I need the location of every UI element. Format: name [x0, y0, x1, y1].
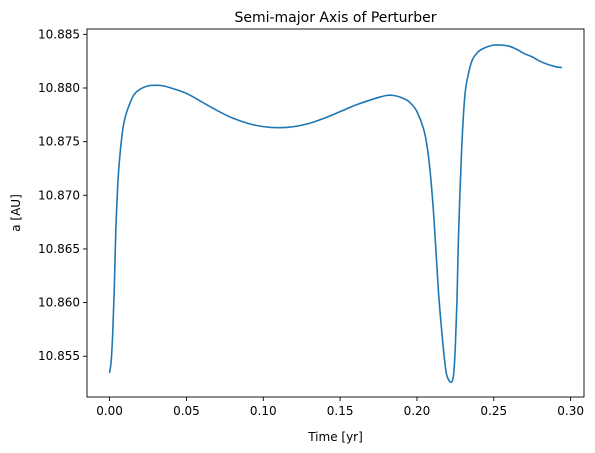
axis-ticks: 0.00 0.05 0.10 0.15 0.20 0.25 0.30 10.855 10.860… [38, 27, 584, 418]
y-tick-label: 10.875 [38, 135, 80, 149]
axes-frame [86, 28, 585, 398]
y-tick-label: 10.885 [38, 27, 80, 41]
x-tick-label: 0.00 [96, 404, 123, 418]
x-tick-label: 0.20 [404, 404, 431, 418]
x-axis-label: Time [yr] [307, 430, 363, 444]
chart-title: Semi-major Axis of Perturber [234, 10, 436, 26]
y-axis-label: a [AU] [9, 194, 23, 232]
y-tick-label: 10.855 [38, 349, 80, 363]
plot-area [108, 44, 563, 383]
y-tick-label: 10.865 [38, 242, 80, 256]
x-tick-label: 0.25 [480, 404, 507, 418]
x-tick-label: 0.10 [250, 404, 277, 418]
y-tick-label: 10.870 [38, 188, 80, 202]
x-tick-label: 0.15 [327, 404, 354, 418]
y-tick-label: 10.860 [38, 296, 80, 310]
y-tick-label: 10.880 [38, 81, 80, 95]
series-line [108, 44, 563, 383]
x-tick-label: 0.30 [557, 404, 584, 418]
x-tick-label: 0.05 [173, 404, 200, 418]
